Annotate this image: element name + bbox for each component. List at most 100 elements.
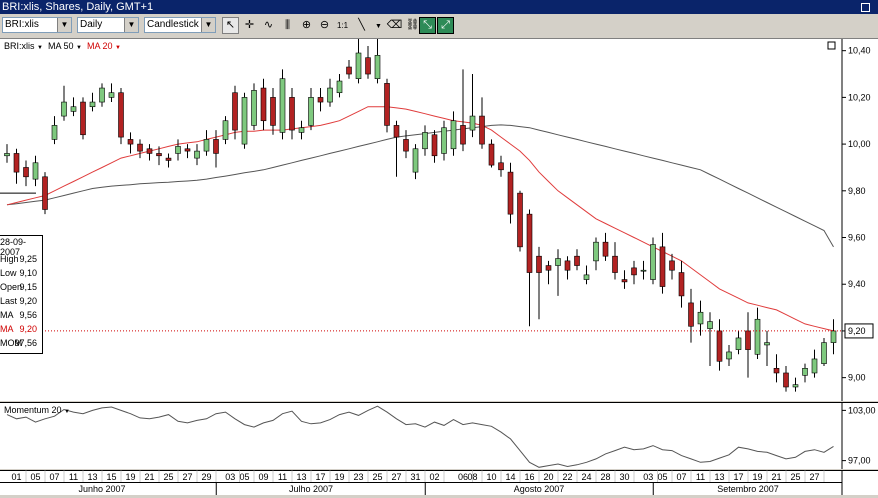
candle[interactable] (260, 78, 267, 131)
candle[interactable] (802, 363, 808, 383)
candle[interactable] (593, 237, 599, 271)
eraser-button[interactable]: ⌫ (386, 17, 403, 34)
candle[interactable] (792, 377, 799, 392)
candle[interactable] (222, 116, 229, 145)
candle[interactable] (203, 130, 210, 156)
candle[interactable] (830, 319, 837, 355)
candle[interactable] (621, 270, 628, 289)
candle[interactable] (716, 319, 723, 371)
chevron-down-icon[interactable]: ▼ (76, 45, 82, 51)
candle[interactable] (754, 307, 761, 359)
candle[interactable] (678, 260, 685, 308)
candle[interactable] (165, 153, 172, 168)
chevron-down-icon[interactable]: ▼ (37, 45, 43, 51)
chevron-down-icon[interactable]: ▼ (124, 18, 138, 32)
expand-button[interactable]: ⤢ (437, 17, 454, 34)
candle[interactable] (507, 162, 514, 224)
candle[interactable] (726, 344, 732, 366)
candle[interactable] (517, 190, 523, 252)
candle[interactable] (574, 249, 580, 271)
wave-button[interactable]: ∿ (260, 17, 277, 34)
candle[interactable] (659, 232, 666, 294)
candle[interactable] (488, 139, 495, 168)
candle[interactable] (365, 46, 371, 79)
candle[interactable] (327, 78, 333, 107)
candle[interactable] (80, 97, 86, 140)
panel-maximize-icon[interactable] (827, 41, 836, 50)
candle[interactable] (61, 85, 67, 121)
candle[interactable] (697, 300, 704, 336)
candle[interactable] (13, 148, 20, 184)
candle[interactable] (811, 349, 818, 378)
line-tool-button[interactable]: ╲ (353, 17, 370, 34)
candle[interactable] (279, 69, 286, 140)
candle[interactable] (317, 88, 324, 112)
candle[interactable] (707, 312, 713, 366)
one-to-one-button[interactable]: 1:1 (334, 17, 351, 34)
chevron-down-icon[interactable]: ▼ (64, 409, 70, 415)
candle[interactable] (393, 120, 400, 177)
candle[interactable] (99, 83, 105, 107)
candle[interactable] (374, 39, 381, 84)
candle[interactable] (346, 60, 352, 79)
candle[interactable] (355, 39, 362, 84)
candle[interactable] (431, 130, 438, 163)
chevron-down-icon[interactable]: ▼ (57, 18, 71, 32)
candle[interactable] (469, 74, 476, 138)
candle[interactable] (23, 160, 29, 187)
candle[interactable] (583, 265, 590, 285)
zoom-out-button[interactable]: ⊖ (316, 17, 333, 34)
candle[interactable] (194, 144, 200, 166)
candle[interactable] (146, 144, 153, 161)
chart-type-combo[interactable]: Candlestick ▼ (144, 17, 216, 33)
candle[interactable] (289, 88, 295, 140)
candle[interactable] (564, 256, 571, 280)
candle[interactable] (270, 88, 276, 135)
candle[interactable] (108, 83, 115, 103)
candle[interactable] (4, 144, 10, 163)
chevron-down-icon[interactable]: ▼ (115, 45, 121, 51)
candle[interactable] (32, 155, 39, 187)
candle[interactable] (42, 172, 48, 215)
momentum-chart[interactable]: 103,00 97,00 (0, 402, 878, 469)
candle[interactable] (479, 97, 485, 149)
candle[interactable] (764, 330, 770, 366)
candle[interactable] (526, 209, 533, 327)
candle[interactable] (137, 139, 143, 159)
candle[interactable] (602, 232, 609, 261)
candle[interactable] (308, 88, 314, 131)
candle[interactable] (298, 120, 305, 140)
candle[interactable] (640, 260, 647, 280)
candle[interactable] (213, 130, 219, 168)
candle[interactable] (650, 237, 656, 285)
maximize-button[interactable] (861, 3, 870, 12)
candle[interactable] (450, 111, 457, 156)
candle[interactable] (545, 260, 552, 285)
candle[interactable] (536, 246, 542, 320)
candle[interactable] (460, 69, 466, 152)
candle[interactable] (89, 92, 96, 112)
link-button[interactable]: ⛓ (404, 17, 421, 34)
line-options-button[interactable]: ▼ (370, 17, 387, 34)
symbol-combo[interactable]: BRI:xlis ▼ (2, 17, 72, 33)
candle[interactable] (612, 242, 618, 280)
candle[interactable] (70, 97, 77, 117)
candle[interactable] (403, 130, 409, 159)
bar-chart-button[interactable]: ⫼ (279, 17, 296, 34)
candle[interactable] (688, 288, 694, 343)
candle[interactable] (422, 125, 428, 156)
candle[interactable] (156, 146, 162, 166)
crosshair-button[interactable]: ✛ (241, 17, 258, 34)
candle[interactable] (51, 116, 58, 145)
candle[interactable] (773, 354, 780, 383)
candle[interactable] (631, 260, 637, 285)
chevron-down-icon[interactable]: ▼ (201, 18, 215, 32)
candle[interactable] (412, 144, 419, 180)
candle[interactable] (118, 88, 124, 145)
candle[interactable] (127, 132, 134, 154)
candle[interactable] (175, 139, 181, 161)
candle[interactable] (441, 120, 447, 161)
candle[interactable] (498, 155, 504, 177)
